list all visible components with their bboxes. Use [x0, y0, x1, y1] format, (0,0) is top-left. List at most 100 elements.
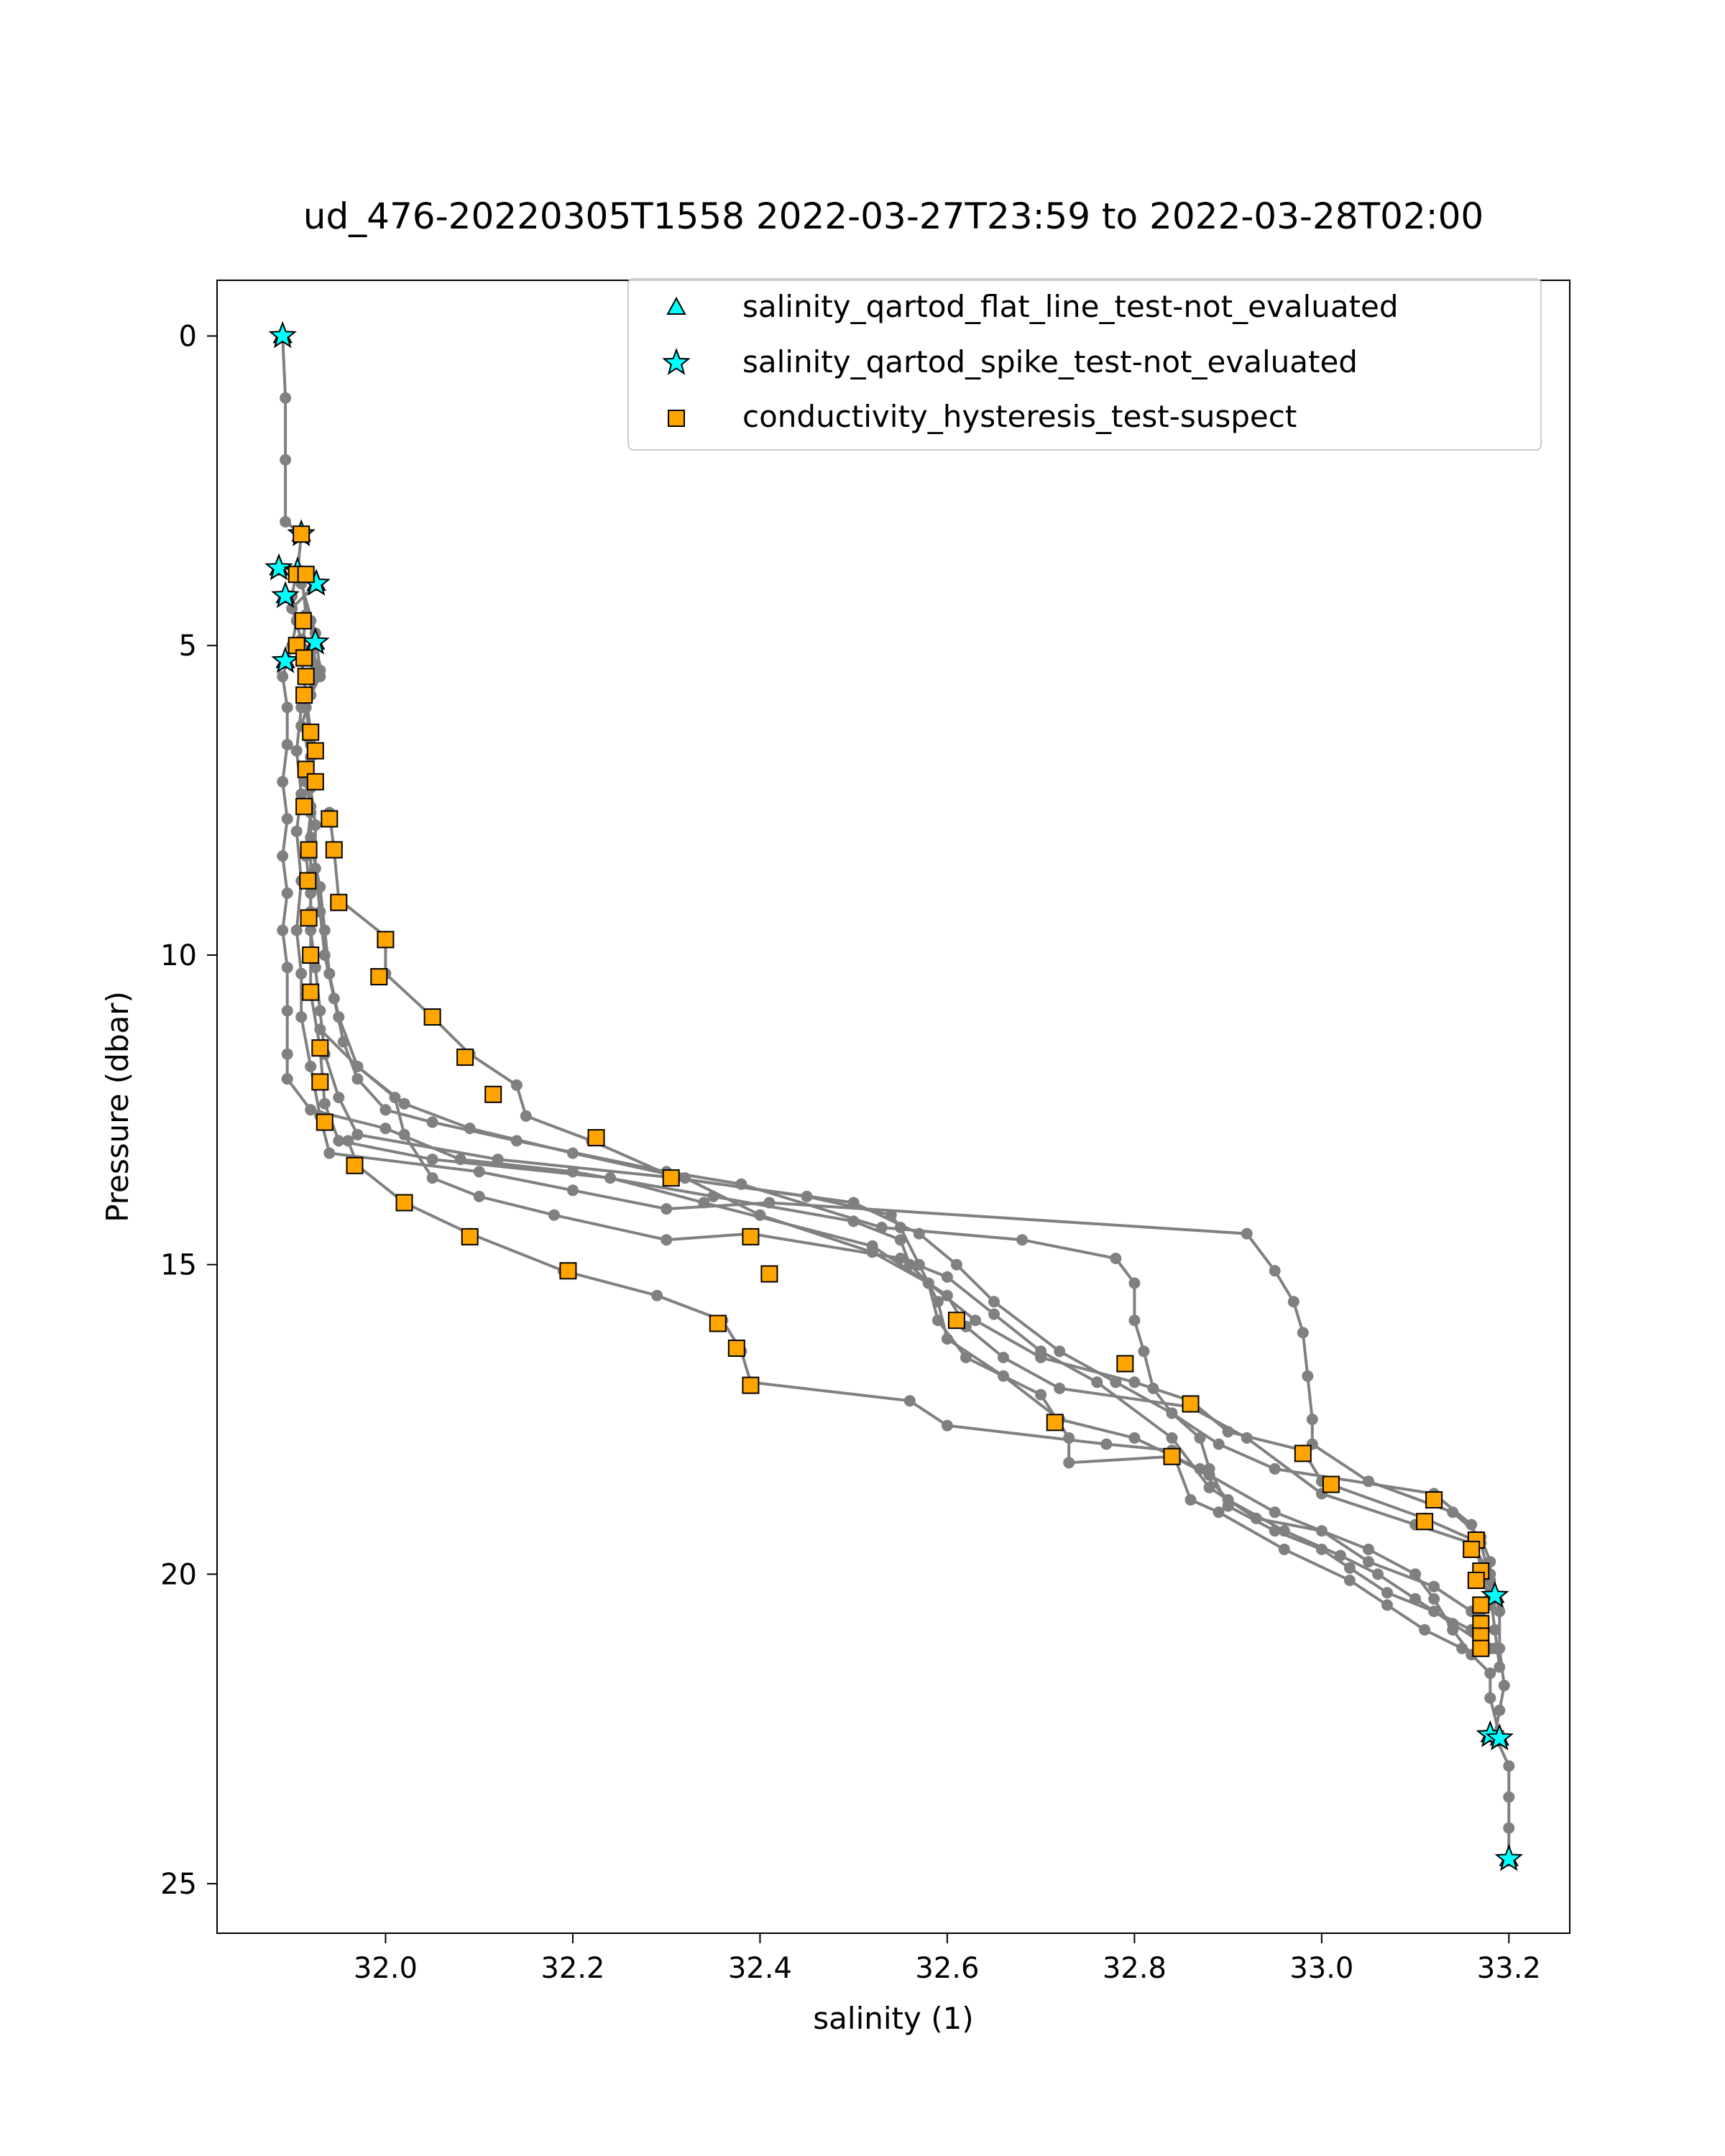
profile-point	[280, 453, 292, 466]
square-marker	[461, 1227, 479, 1245]
profile-point	[510, 1079, 523, 1091]
profile-point	[661, 1203, 673, 1215]
square-marker	[330, 893, 348, 911]
star-marker	[268, 321, 298, 349]
profile-point	[1343, 1575, 1356, 1586]
profile-point	[281, 701, 293, 714]
legend-label-flat-line: salinity_qartod_flat_line_test-not_evalu…	[742, 289, 1399, 324]
profile-point	[277, 671, 289, 683]
profile-point	[941, 1289, 953, 1302]
profile-point	[380, 1104, 392, 1116]
profile-point	[903, 1395, 916, 1407]
square-marker	[294, 612, 312, 630]
legend-entry-spike: salinity_qartod_spike_test-not_evaluated	[662, 344, 1358, 379]
profile-point	[473, 1190, 485, 1202]
profile-point	[1456, 1642, 1468, 1654]
profile-line-1	[281, 336, 1511, 1859]
square-marker	[299, 872, 317, 890]
square-marker	[1163, 1447, 1181, 1465]
profile-point	[281, 1073, 293, 1085]
legend-entry-hysteresis: conductivity_hysteresis_test-suspect	[668, 399, 1297, 434]
star-marker	[300, 627, 330, 655]
star-symbol	[662, 348, 691, 375]
star-marker	[271, 581, 300, 609]
profile-point	[351, 1073, 364, 1085]
profile-point	[333, 1135, 345, 1147]
profile-point	[998, 1351, 1009, 1363]
profile-point	[318, 924, 331, 936]
series-layer	[277, 330, 1515, 1865]
square-marker	[727, 1340, 745, 1357]
profile-point	[875, 1222, 888, 1233]
profile-point	[1110, 1253, 1122, 1264]
profile-point	[1222, 1426, 1234, 1438]
profile-point	[389, 1092, 401, 1104]
legend-triangle-marker	[666, 296, 686, 315]
profile-point	[941, 1333, 953, 1345]
profile-point	[1315, 1543, 1328, 1555]
profile-point	[295, 1011, 308, 1023]
square-marker	[300, 841, 318, 859]
profile-point	[950, 1258, 962, 1271]
square-marker	[302, 946, 320, 964]
square-marker	[370, 968, 388, 986]
profile-point	[1363, 1543, 1374, 1555]
profile-point	[1297, 1327, 1309, 1339]
profile-point	[566, 1147, 579, 1159]
profile-point	[566, 1184, 579, 1197]
square-marker	[1294, 1445, 1312, 1462]
profile-point	[1091, 1376, 1103, 1388]
star-marker	[1494, 1843, 1524, 1871]
profile-line-3	[295, 583, 1501, 1667]
profile-point	[305, 1061, 317, 1072]
square-marker	[302, 723, 320, 741]
marker-layer	[264, 321, 1524, 1871]
square-marker	[456, 1049, 474, 1067]
square-marker	[325, 841, 343, 859]
profile-point	[661, 1234, 673, 1246]
y-tick-label: 15	[160, 1249, 197, 1282]
profile-point	[281, 887, 293, 899]
square-marker	[423, 1008, 441, 1026]
square-marker	[297, 566, 315, 584]
profile-point	[295, 788, 308, 800]
square-symbol	[668, 410, 685, 427]
profile-point	[1203, 1481, 1215, 1493]
profile-point	[1166, 1432, 1178, 1444]
profile-point	[1466, 1519, 1478, 1531]
profile-point	[426, 1153, 438, 1166]
square-marker	[295, 649, 313, 667]
profile-point	[300, 701, 312, 714]
square-marker	[311, 1073, 329, 1091]
star-marker	[1485, 1723, 1514, 1751]
square-marker	[377, 931, 395, 949]
square-marker	[295, 686, 313, 704]
x-tick-label: 32.6	[915, 1952, 979, 1985]
y-tick-label: 20	[160, 1558, 197, 1591]
legend: salinity_qartod_flat_line_test-not_evalu…	[627, 278, 1542, 451]
profile-point	[281, 739, 293, 751]
profile-point	[380, 1123, 392, 1135]
profile-point	[1269, 1462, 1281, 1475]
profile-point	[454, 1153, 466, 1166]
profile-point	[763, 1197, 776, 1209]
profile-point	[280, 516, 292, 528]
profile-point	[1428, 1606, 1440, 1618]
profile-point	[1128, 1314, 1141, 1327]
square-marker	[742, 1227, 760, 1245]
profile-point	[520, 1110, 532, 1122]
profile-point	[426, 1172, 438, 1184]
square-marker	[316, 1113, 334, 1131]
profile-point	[1447, 1506, 1459, 1519]
legend-label-hysteresis: conductivity_hysteresis_test-suspect	[742, 399, 1297, 434]
profile-point	[277, 775, 289, 788]
profile-point	[323, 1147, 336, 1159]
profile-point	[277, 924, 289, 936]
square-marker	[321, 810, 339, 828]
profile-point	[1016, 1234, 1029, 1246]
profile-point	[323, 967, 336, 980]
profile-point	[1315, 1525, 1328, 1537]
profile-point	[333, 1092, 345, 1104]
profile-point	[398, 1128, 410, 1141]
